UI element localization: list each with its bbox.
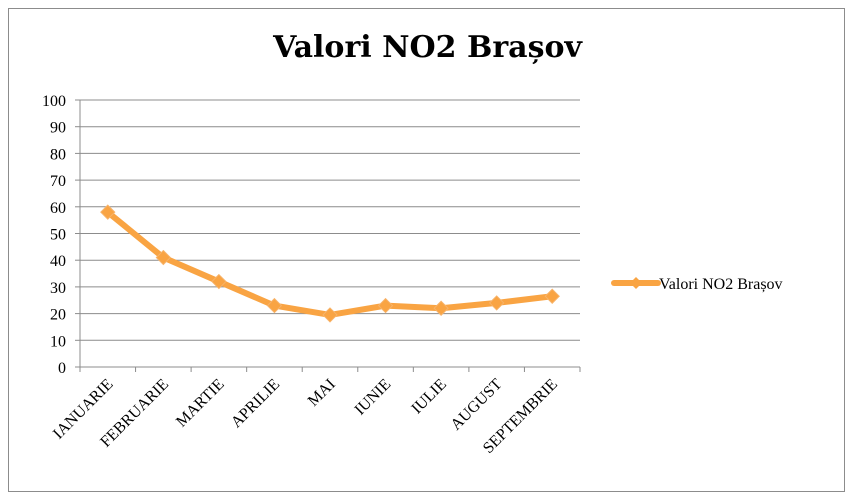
x-tick-label: IULIE bbox=[408, 376, 450, 418]
y-tick-label: 40 bbox=[50, 253, 66, 270]
chart-title: Valori NO2 Brașov bbox=[273, 30, 582, 65]
data-point bbox=[155, 249, 172, 266]
gridlines bbox=[80, 99, 580, 341]
x-tick-label: IUNIE bbox=[352, 376, 395, 419]
y-tick-label: 100 bbox=[42, 93, 66, 110]
y-tick-label: 60 bbox=[50, 200, 66, 217]
series-line bbox=[104, 209, 556, 318]
y-tick-label: 80 bbox=[50, 146, 66, 163]
data-point bbox=[100, 204, 116, 220]
data-point bbox=[322, 307, 338, 323]
data-point bbox=[488, 295, 505, 311]
y-tick-label: 70 bbox=[50, 173, 66, 190]
axes bbox=[75, 99, 581, 372]
legend: Valori NO2 Brașov bbox=[611, 276, 783, 293]
x-tick-label: MARTIE bbox=[173, 376, 228, 431]
data-point bbox=[544, 288, 560, 304]
y-tick-label: 20 bbox=[50, 307, 66, 324]
y-tick-label: 10 bbox=[50, 333, 66, 350]
x-tick-label: APRILIE bbox=[228, 376, 283, 431]
data-point bbox=[266, 297, 283, 314]
y-tick-label: 90 bbox=[50, 120, 66, 137]
y-tick-label: 0 bbox=[58, 360, 66, 377]
legend-label: Valori NO2 Brașov bbox=[659, 276, 783, 293]
y-tick-labels: 0 10 20 30 40 50 60 70 80 90 100 bbox=[42, 93, 66, 377]
legend-marker bbox=[630, 277, 642, 289]
y-tick-label: 30 bbox=[50, 280, 66, 297]
x-tick-label: AUGUST bbox=[448, 376, 506, 434]
y-tick-label: 50 bbox=[50, 227, 66, 244]
data-point bbox=[211, 273, 227, 290]
data-point bbox=[433, 300, 449, 316]
x-tick-label: MAI bbox=[305, 376, 339, 410]
chart-frame bbox=[8, 8, 845, 492]
series-layer bbox=[100, 204, 560, 323]
data-point bbox=[377, 297, 394, 314]
